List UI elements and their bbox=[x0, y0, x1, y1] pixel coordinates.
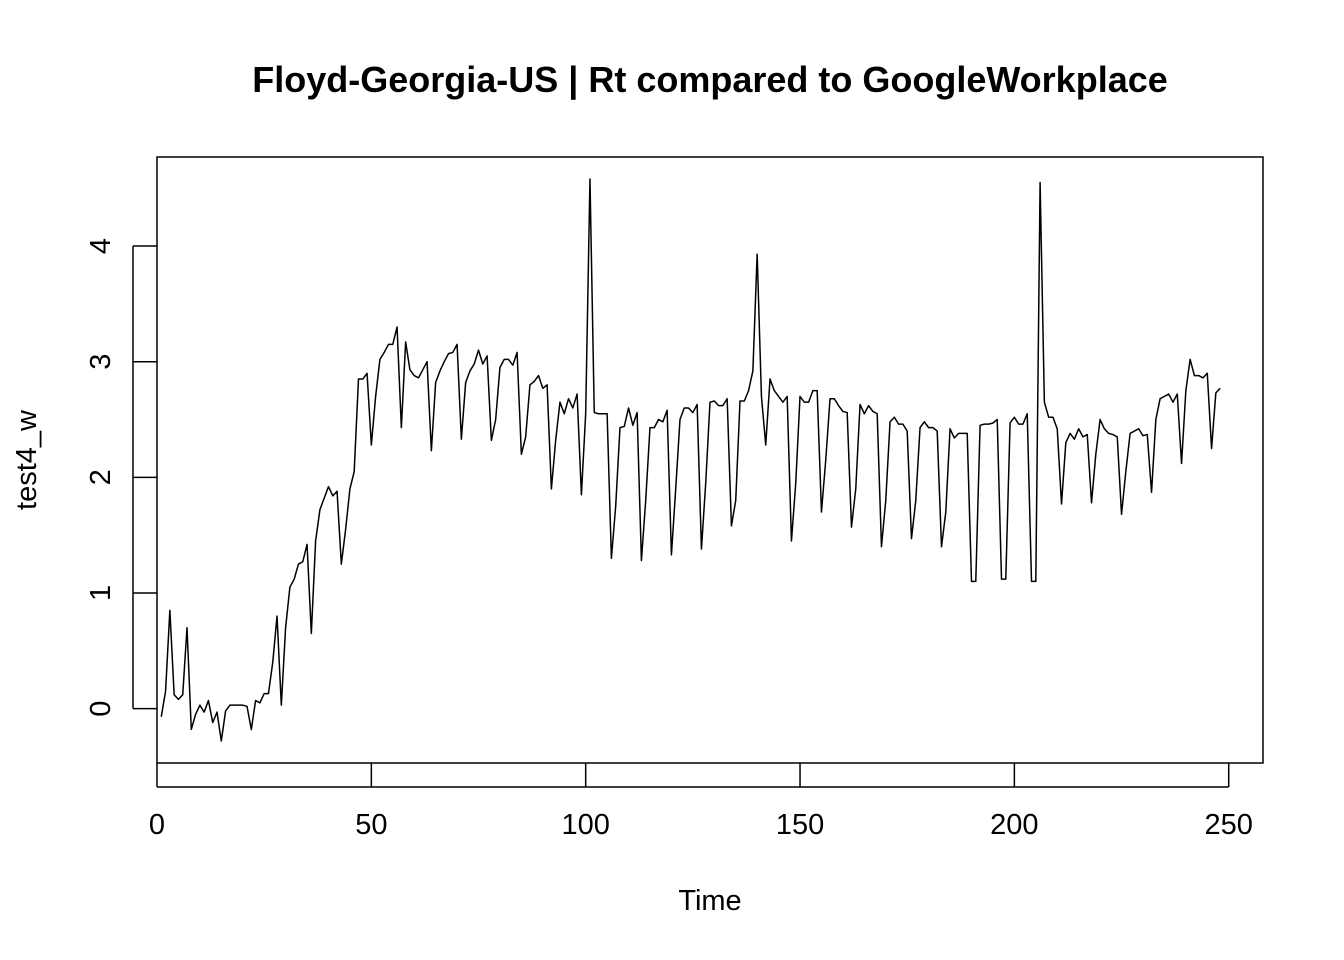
x-axis-label: Time bbox=[678, 885, 741, 917]
x-tick-label-200: 200 bbox=[990, 809, 1038, 841]
chart-title: Floyd-Georgia-US | Rt compared to Google… bbox=[252, 59, 1168, 101]
x-tick-label-250: 250 bbox=[1205, 809, 1253, 841]
y-tick-label-4: 4 bbox=[85, 238, 117, 254]
x-axis: 0 50 100 150 200 250 bbox=[149, 763, 1253, 841]
y-axis: 0 1 2 3 4 bbox=[85, 238, 157, 717]
x-tick-label-0: 0 bbox=[149, 809, 165, 841]
y-tick-label-3: 3 bbox=[85, 354, 117, 370]
x-tick-label-100: 100 bbox=[561, 809, 609, 841]
y-tick-label-1: 1 bbox=[85, 585, 117, 601]
series-line bbox=[160, 178, 1221, 742]
y-axis-label: test4_w bbox=[11, 409, 43, 510]
plot-area-frame bbox=[156, 156, 1264, 764]
x-tick-label-150: 150 bbox=[776, 809, 824, 841]
x-tick-label-50: 50 bbox=[355, 809, 387, 841]
y-tick-label-2: 2 bbox=[85, 469, 117, 485]
y-tick-label-0: 0 bbox=[85, 701, 117, 717]
